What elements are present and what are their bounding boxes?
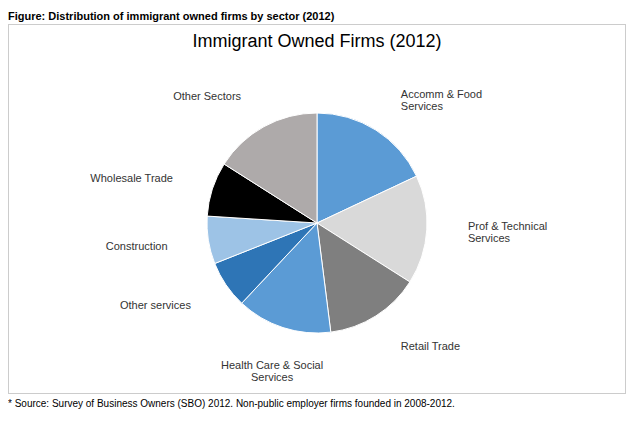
html-text:Figure: Distribution of immigr: Figure: Distribution of immigrant owned … [8,10,335,22]
svg-text:Other services: Other services [120,299,191,311]
svg-text:Other Sectors: Other Sectors [173,90,241,102]
svg-text:Retail Trade: Retail Trade [401,340,460,352]
svg-text:Construction: Construction [106,240,168,252]
svg-text:Health Care & SocialServices: Health Care & SocialServices [221,359,323,383]
svg-text:Accomm & FoodServices: Accomm & FoodServices [401,88,482,112]
html-text:Immigrant Owned Firms (2012): Immigrant Owned Firms (2012) [192,31,442,51]
html-text:* Source: Survey of Business O: * Source: Survey of Business Owners (SBO… [8,398,455,409]
svg-text:Wholesale Trade: Wholesale Trade [90,172,173,184]
svg-text:Prof & TechnicalServices: Prof & TechnicalServices [468,220,547,244]
